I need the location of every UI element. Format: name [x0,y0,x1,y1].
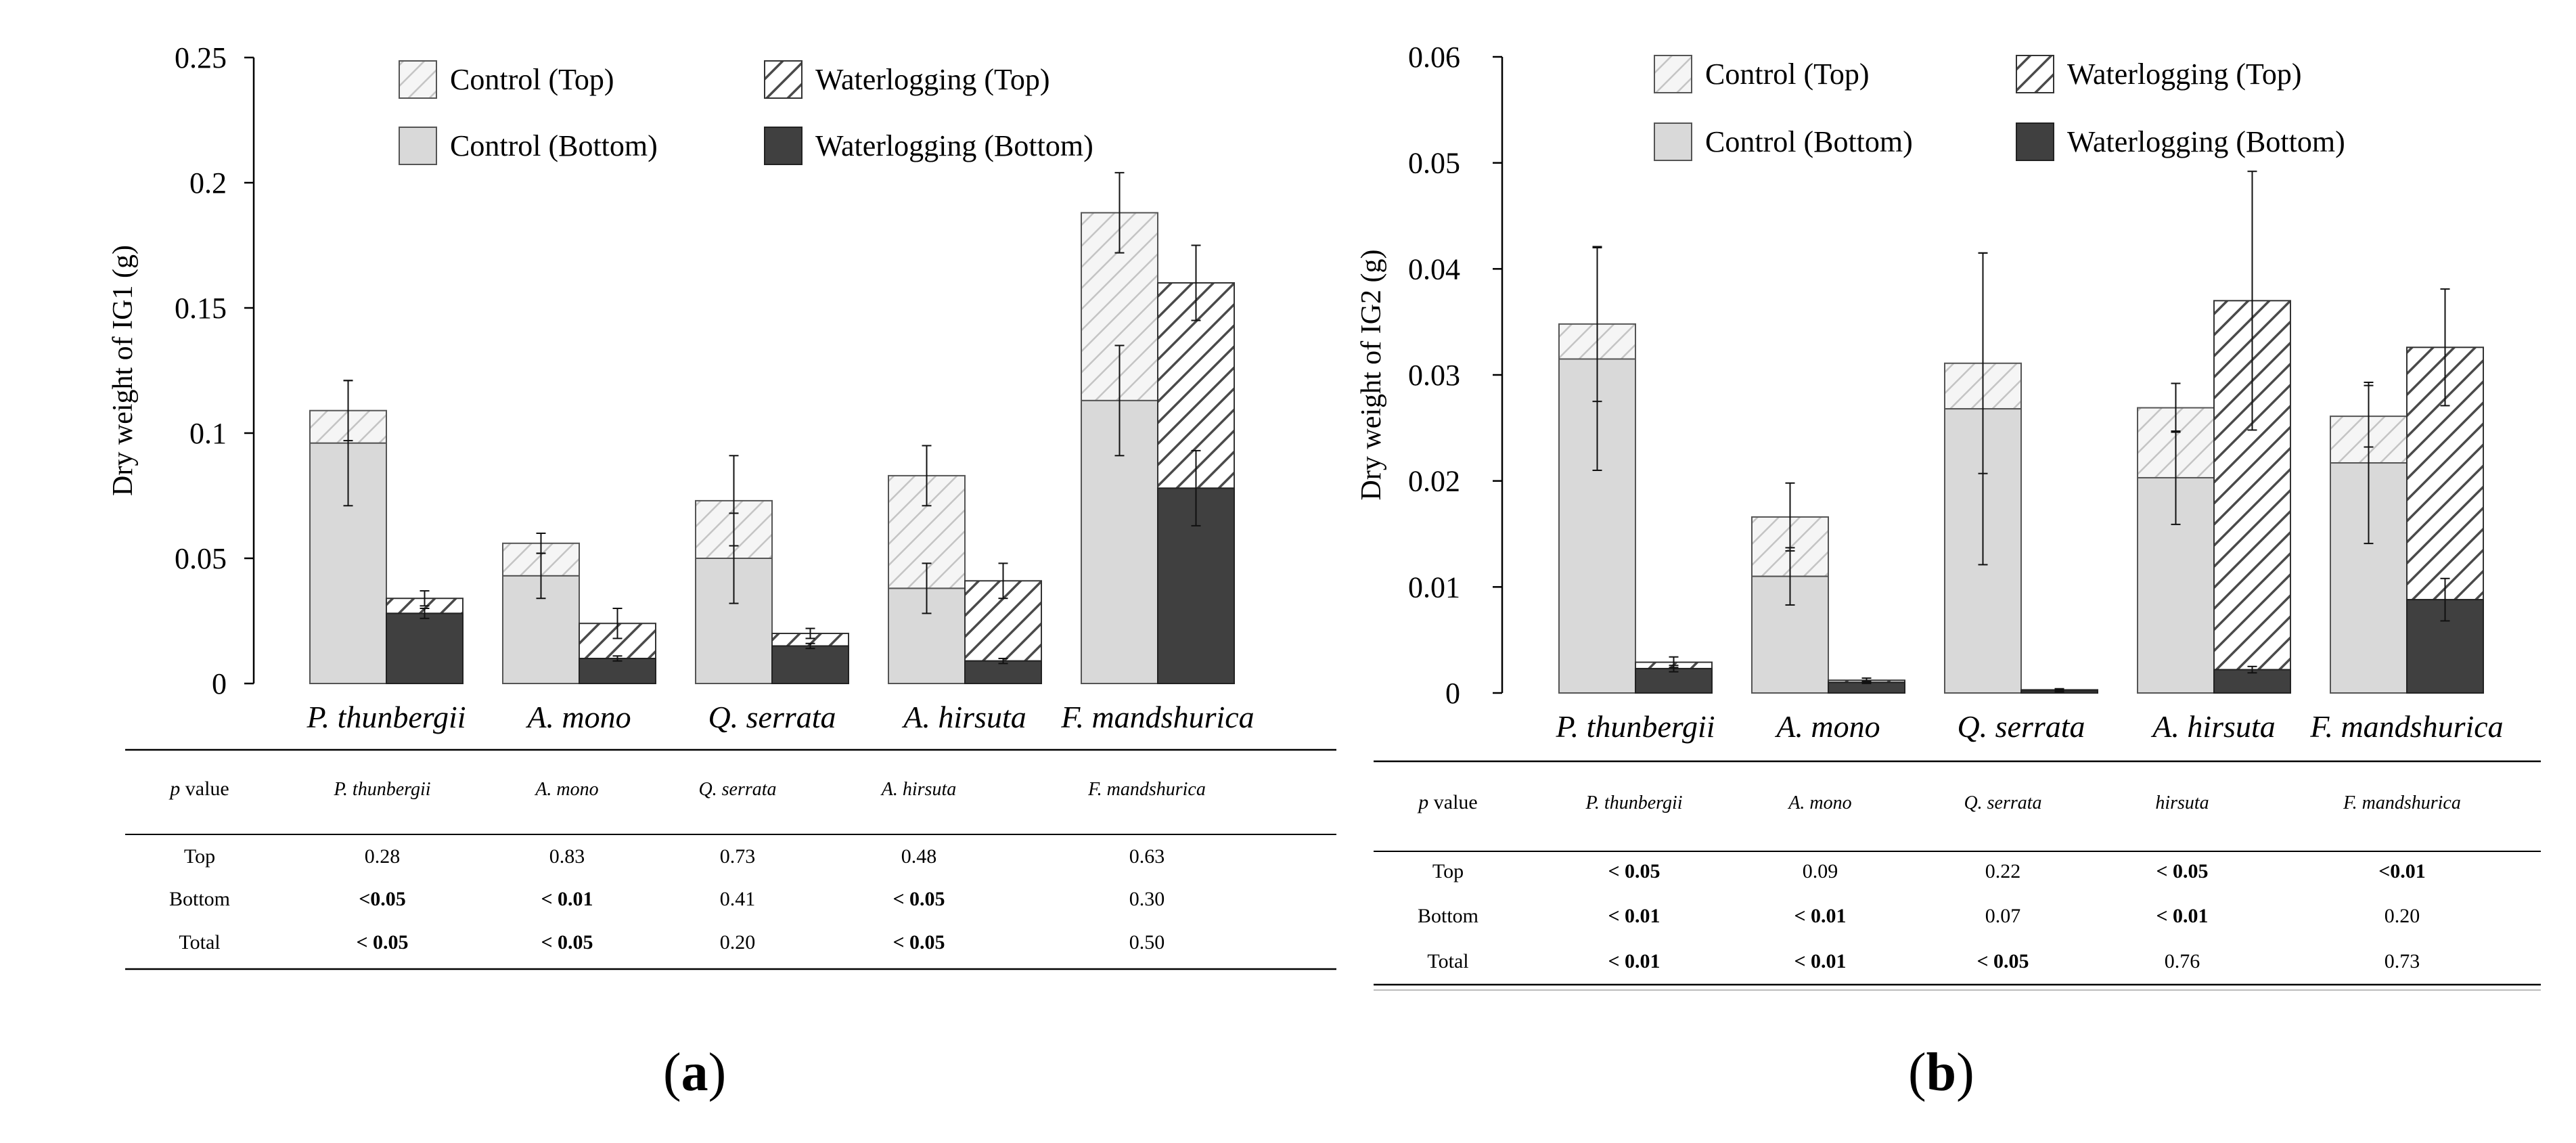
table-cell: 0.20 [720,931,756,954]
table-cell: < 0.05 [1608,860,1660,882]
legend-entry-control-bottom: Control (Bottom) [1705,125,1913,158]
table-row-label-total: Total [1427,950,1468,972]
legend-swatch-control-top [399,60,437,99]
legend-swatch-waterlogging-bottom [764,127,803,165]
y-tick-label: 0.05 [175,542,227,575]
y-tick-label: 0.02 [1408,465,1460,498]
table-header-cell: P. thunbergii [1585,792,1682,813]
table-cell: 0.73 [2385,950,2420,972]
legend-swatch-control-bottom [399,127,437,165]
x-category-label: A. mono [525,700,631,734]
panel-a-label: (a) [663,1043,727,1102]
y-axis-title: Dry weight of IG1 (g) [108,245,139,496]
y-tick-label: 0.01 [1408,570,1460,604]
bar-waterlogging-bottom-a-hirsuta [964,660,1042,685]
legend-entry-waterlogging-bottom: Waterlogging (Bottom) [2067,125,2345,158]
legend-swatch-waterlogging-top [2016,55,2054,93]
table-cell: < 0.01 [2156,905,2208,927]
table-header-cell: A. mono [1787,792,1851,813]
panel-b-label: (b) [1908,1043,1974,1102]
x-category-label: F. mandshurica [1060,700,1254,734]
table-cell: <0.05 [359,888,406,910]
table-header-cell: A. hirsuta [880,779,956,800]
table-row-label-top: Top [1432,860,1464,882]
y-tick-label: 0.2 [189,166,227,200]
x-category-label: A. hirsuta [901,700,1026,734]
table-cell: < 0.01 [1794,950,1846,972]
table-cell: 0.48 [901,845,937,868]
table-cell: 0.07 [1985,905,2021,927]
x-category-label: A. mono [1774,709,1880,744]
x-category-label: A. hirsuta [2150,709,2275,744]
bar-waterlogging-bottom-p-thunbergii [1635,667,1713,694]
legend-swatch-waterlogging-top [764,60,803,99]
legend-entry-control-top: Control (Top) [450,63,614,96]
x-category-label: Q. serrata [708,700,836,734]
table-header-cell: Q. serrata [698,779,776,800]
legend-swatch-control-top [1654,55,1692,93]
table-cell: < 0.05 [892,888,945,910]
legend-entry-control-bottom: Control (Bottom) [450,129,658,162]
y-tick-label: 0.05 [1408,147,1460,180]
table-header-cell: P. thunbergii [333,779,430,800]
table-cell: < 0.05 [356,931,408,954]
bar-waterlogging-bottom-a-mono [579,658,656,684]
legend-swatch-waterlogging-bottom [2016,122,2054,161]
legend-entry-waterlogging-top: Waterlogging (Top) [2067,58,2302,91]
table-header-cell: Q. serrata [1964,792,2041,813]
table-cell: < 0.01 [1608,950,1660,972]
legend-entry-control-top: Control (Top) [1705,58,1870,91]
table-cell: < 0.01 [1794,905,1846,927]
x-category-label: Q. serrata [1957,709,2085,744]
table-header-pvalue: p value [168,778,229,800]
table-header-pvalue: p value [1417,791,1477,813]
table-cell: 0.73 [720,845,756,868]
y-tick-label: 0 [212,667,227,700]
table-cell: < 0.01 [541,888,593,910]
legend-entry-waterlogging-bottom: Waterlogging (Bottom) [815,129,1093,162]
y-tick-label: 0.06 [1408,41,1460,74]
y-tick-label: 0.03 [1408,359,1460,392]
table-cell: 0.09 [1803,860,1838,882]
y-tick-label: 0.25 [175,41,227,74]
table-cell: < 0.05 [541,931,593,954]
table-cell: 0.63 [1129,845,1165,868]
table-row-label-total: Total [179,931,220,954]
table-cell: 0.28 [365,845,401,868]
x-category-label: F. mandshurica [2309,709,2503,744]
table-cell: 0.30 [1129,888,1165,910]
y-tick-label: 0 [1445,677,1460,710]
table-cell: 0.50 [1129,931,1165,954]
x-category-label: P. thunbergii [306,700,466,734]
table-cell: <0.01 [2378,860,2426,882]
table-row-label-top: Top [184,845,215,868]
y-tick-label: 0.15 [175,292,227,325]
table-cell: < 0.05 [2156,860,2208,882]
table-header-cell: hirsuta [2155,792,2209,813]
table-header-cell: F. mandshurica [1087,779,1206,800]
bar-waterlogging-bottom-q-serrata [771,645,849,684]
y-tick-label: 0.04 [1408,252,1460,286]
bar-waterlogging-bottom-p-thunbergii [386,612,464,685]
table-cell: 0.76 [2165,950,2200,972]
y-axis-title: Dry weight of IG2 (g) [1356,250,1387,501]
panel-a-chart: 0 0.05 0.1 0.15 0.2 0.25 Dry weight of IG1 (g)… [108,41,1336,970]
table-header-cell: A. mono [534,779,598,800]
table-row-label-bottom: Bottom [169,888,230,910]
table-cell: < 0.05 [1976,950,2029,972]
table-cell: 0.20 [2385,905,2420,927]
panel-b-chart: 0 0.01 0.02 0.03 0.04 0.05 0.06 Dry weight of I… [1356,41,2541,991]
y-tick-label: 0.1 [189,417,227,450]
table-cell: 0.41 [720,888,756,910]
table-cell: < 0.05 [892,931,945,954]
table-header-cell: F. mandshurica [2343,792,2461,813]
legend-swatch-control-bottom [1654,122,1692,161]
table-cell: < 0.01 [1608,905,1660,927]
table-cell: 0.22 [1985,860,2021,882]
x-category-label: P. thunbergii [1555,709,1715,744]
legend-entry-waterlogging-top: Waterlogging (Top) [815,63,1050,96]
table-cell: 0.83 [549,845,585,868]
table-row-label-bottom: Bottom [1418,905,1478,927]
